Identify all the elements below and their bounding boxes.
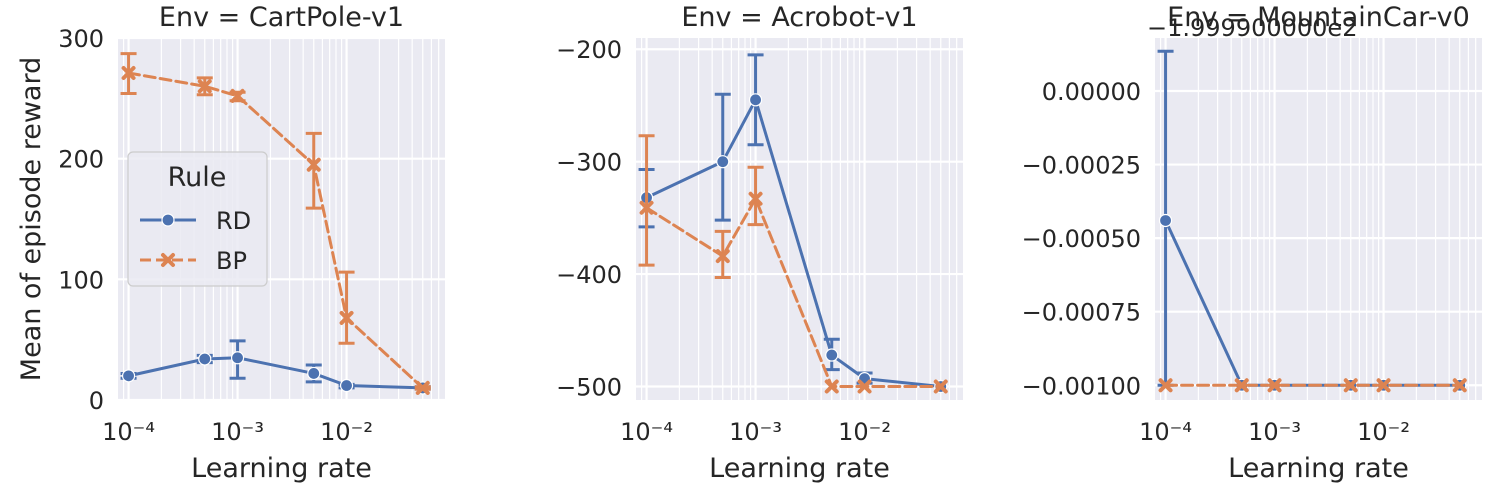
x-marker-stroke [933,379,948,394]
data-point [1452,378,1467,393]
data-point [857,379,872,394]
x-marker-stroke [1376,378,1391,393]
legend-label: RD [216,207,251,235]
y-tick-label: −500 [556,374,622,402]
data-point [306,157,321,172]
y-tick-label: −400 [556,261,622,289]
y-tick-label: −0.00025 [1022,152,1141,180]
panel-2: 10⁻⁴ 10⁻³ 10⁻² −500 −400 −300 −200 Env = Acrobo… [556,2,963,484]
panel-title: Env = Acrobot-v1 [681,2,917,33]
data-point [121,65,136,80]
error-bar [305,131,322,210]
data-point [748,191,763,206]
data-point [230,351,245,365]
x-marker-stroke [639,200,654,215]
data-point [639,200,654,215]
panel-3: 10⁻⁴ 10⁻³ 10⁻² −0.00100 −0.00075 −0.00050 −0.0… [1022,2,1482,484]
x-tick-label: 10⁻² [320,418,373,446]
data-point [1343,378,1358,393]
data-point [121,369,136,383]
y-tick-label: −0.00075 [1022,299,1141,327]
x-tick-label: 10⁻⁴ [620,418,673,446]
legend-marker [161,253,175,267]
legend-label: BP [216,247,247,275]
y-tick-label: −0.00050 [1022,225,1141,253]
x-marker-stroke [1158,378,1173,393]
x-marker-stroke [748,191,763,206]
legend: Rule RD BP [127,151,268,287]
plot-area [1155,38,1482,400]
x-marker-stroke [306,157,321,172]
data-point [933,379,948,394]
legend-box [127,151,268,287]
data-point [197,79,212,94]
data-point [1158,378,1173,393]
data-point [716,155,730,169]
x-tick-label: 10⁻⁴ [102,418,155,446]
x-tick-label: 10⁻⁴ [1139,418,1192,446]
error-bar [638,134,655,267]
data-point [824,379,839,394]
y-tick-label: −0.00100 [1022,372,1141,400]
series-line [645,98,943,389]
y-tick-label: 200 [58,146,104,174]
y-tick-label: −300 [556,149,622,177]
legend-title: Rule [168,162,227,193]
data-point [339,378,354,393]
y-axis-label: Mean of episode reward [16,57,47,381]
series-bp [1158,378,1467,393]
series-bp [120,52,431,395]
panel-title: Env = MountainCar-v0 [1167,2,1470,33]
x-marker-stroke [1234,378,1249,393]
data-point [339,310,354,325]
x-marker-stroke [121,65,136,80]
x-axis-label: Learning rate [1228,453,1409,484]
data-point [715,249,730,264]
data-point [1267,378,1282,393]
y-tick-label: 100 [58,266,104,294]
y-tick-label: −200 [556,36,622,64]
x-marker-stroke [1452,378,1467,393]
x-marker-stroke [824,379,839,394]
x-marker-stroke [415,380,430,395]
x-marker-stroke [197,79,212,94]
x-axis-label: Learning rate [709,453,890,484]
data-point [415,380,430,395]
error-bar [338,270,355,345]
x-axis-label: Learning rate [191,453,372,484]
plot-area [636,38,963,400]
x-marker-stroke [1267,378,1282,393]
data-point [198,352,212,366]
series-line [127,356,425,390]
y-tick-label: 0.00000 [1042,78,1141,106]
x-tick-label: 10⁻³ [729,418,782,446]
data-point [307,366,321,381]
y-tick-label: 0 [89,387,104,415]
legend-marker [161,213,175,227]
series-line [645,197,943,389]
x-tick-label: 10⁻² [1357,418,1410,446]
panel-title: Env = CartPole-v1 [159,2,404,33]
y-tick-label: 300 [58,25,104,53]
series-bp [638,134,948,394]
data-point [230,88,245,103]
series-line [127,71,425,390]
x-tick-label: 10⁻³ [1248,418,1301,446]
data-point [1158,213,1173,228]
data-point [1376,378,1391,393]
x-marker-stroke [339,310,354,325]
data-point [1234,378,1249,393]
data-point [825,348,839,362]
axis-offset-text: −1.999900000e2 [1147,14,1357,42]
panel-1: 10⁻⁴ 10⁻³ 10⁻² 0 100 200 300 Env = CartPole-v1 L… [16,2,445,484]
x-marker-stroke [857,379,872,394]
x-tick-label: 10⁻³ [211,418,264,446]
x-marker-stroke [1343,378,1358,393]
data-point [748,93,763,107]
x-marker-stroke [230,88,245,103]
x-tick-label: 10⁻² [838,418,891,446]
x-marker-stroke [715,249,730,264]
